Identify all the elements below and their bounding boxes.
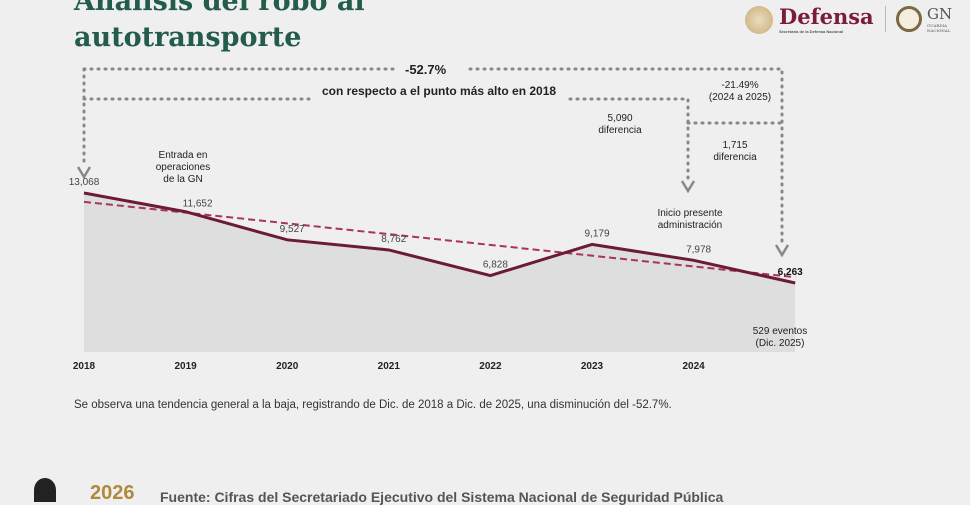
trend-line [83, 200, 796, 279]
arrow-down-icon [680, 180, 696, 194]
diff1: 5,090 diferencia [590, 113, 650, 137]
pct-2024-label: -21.49% (2024 a 2025) [700, 80, 780, 104]
data-label: 9,527 [280, 224, 305, 235]
diff1-value: 5,090 [607, 113, 633, 124]
diff2-value: 1,715 [722, 140, 748, 151]
bracket-total [82, 67, 784, 247]
admin-annotation: Inicio presente administración [645, 208, 735, 232]
gn-text: GN [927, 5, 953, 23]
x-tick-label: 2018 [72, 361, 96, 372]
line-chart: 13,068 11,652 9,527 8,762 6,828 9,179 7,978 6,2… [69, 67, 803, 352]
annotation-line: administración [657, 220, 723, 231]
data-label: 9,179 [584, 228, 609, 239]
data-label: 8,762 [381, 234, 406, 245]
arrow-down-icon [76, 166, 92, 180]
diff2-label: diferencia [713, 152, 757, 163]
pct-2024: -21.49% [721, 80, 759, 91]
arrow-down-icon [774, 244, 790, 258]
page-title: Análisis del robo al autotransporte [74, 0, 365, 56]
x-tick-label: 2020 [276, 361, 299, 372]
defensa-text: Defensa [779, 4, 874, 29]
events-annotation: 529 eventos (Dic. 2025) [740, 326, 820, 350]
annotation-line: 529 eventos [752, 326, 808, 337]
x-tick-label: 2023 [580, 361, 604, 372]
footer-source: Fuente: Cifras del Secretariado Ejecutiv… [160, 489, 724, 505]
gn-subtitle: GUARDIA NACIONAL [927, 23, 951, 34]
data-label: 13,068 [69, 177, 100, 188]
gn-seal-icon [896, 6, 922, 32]
diff1-label: diferencia [598, 125, 642, 136]
bracket-inner [82, 67, 690, 185]
diff2: 1,715 diferencia [705, 140, 765, 164]
pct-2024-range: (2024 a 2025) [708, 92, 772, 103]
title-line: Análisis del robo al [74, 0, 365, 17]
defensa-subtitle: Secretaría de la Defensa Nacional [779, 29, 844, 34]
data-label: 6,263 [778, 267, 803, 278]
data-label: 7,978 [686, 244, 711, 255]
x-tick-label: 2022 [479, 361, 502, 372]
data-label: 11,652 [183, 199, 213, 210]
annotation-line: de la GN [163, 174, 203, 185]
data-label: 6,828 [483, 260, 508, 271]
chart-note: Se observa una tendencia general a la ba… [74, 399, 672, 411]
x-tick-label: 2021 [377, 361, 400, 372]
annotation-line: operaciones [155, 162, 211, 173]
annotation-line: (Dic. 2025) [755, 338, 805, 349]
portrait-icon [34, 478, 56, 502]
national-seal-icon [745, 6, 773, 34]
footer-year: 2026 [90, 482, 135, 504]
annotation-line: Entrada en [158, 150, 208, 161]
logo-divider [885, 6, 886, 32]
defensa-logo: Defensa Secretaría de la Defensa Nacional… [745, 6, 963, 34]
gn-entry-annotation: Entrada en operaciones de la GN [142, 150, 224, 186]
x-tick-label: 2019 [174, 361, 197, 372]
annotation-line: Inicio presente [657, 208, 723, 219]
chart-area [84, 193, 796, 352]
x-tick-label: 2024 [682, 361, 705, 372]
total-change-desc: con respecto a el punto más alto en 2018 [322, 84, 557, 98]
series-line [83, 191, 796, 285]
total-change-pct: -52.7% [405, 62, 447, 77]
title-line: autotransporte [74, 22, 302, 53]
